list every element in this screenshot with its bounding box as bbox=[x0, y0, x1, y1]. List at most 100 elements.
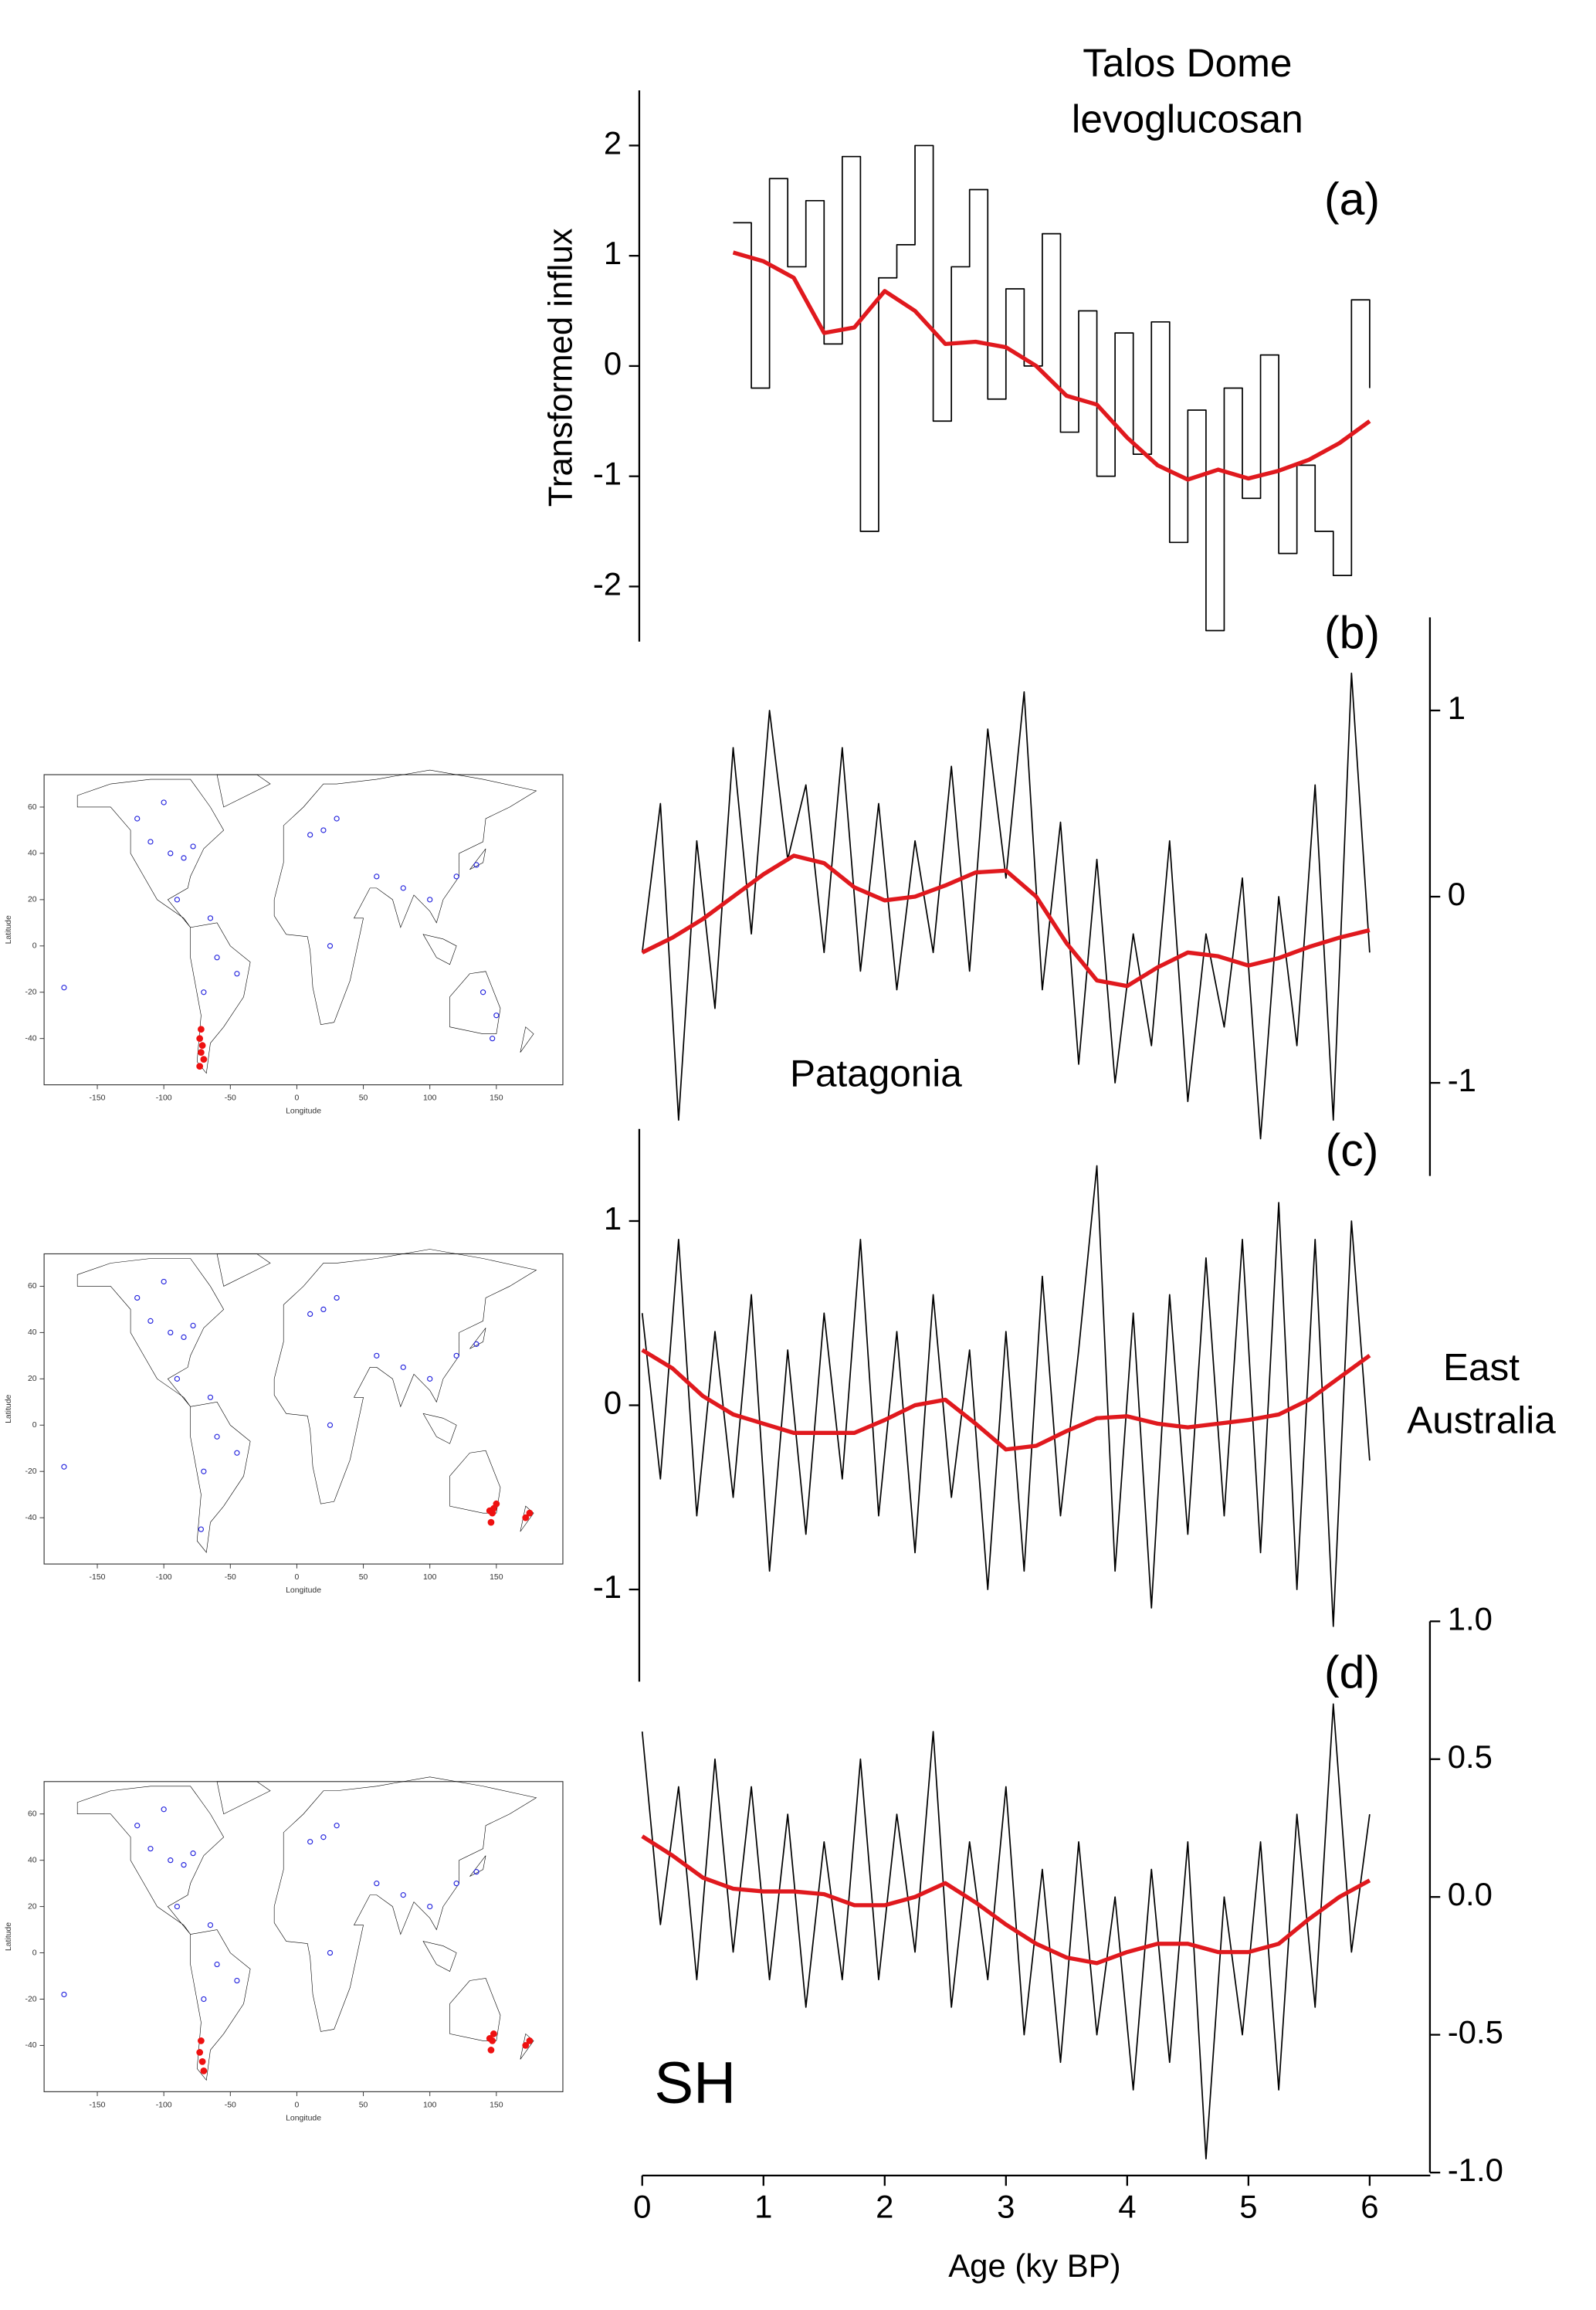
map-frame bbox=[43, 774, 564, 1086]
highlighted-site bbox=[200, 1056, 208, 1063]
site bbox=[190, 1322, 196, 1329]
annotation: Patagonia bbox=[790, 1052, 962, 1094]
map-y-tick-label: -40 bbox=[25, 1034, 36, 1043]
highlighted-site bbox=[522, 2042, 530, 2049]
y-tick-label: 0 bbox=[604, 345, 622, 382]
map-x-tick-label: 150 bbox=[490, 1573, 503, 1582]
highlighted-site bbox=[490, 2030, 497, 2037]
panel-label: (d) bbox=[1324, 1647, 1380, 1698]
y-tick-label: 0.5 bbox=[1448, 1738, 1493, 1775]
site bbox=[327, 943, 334, 949]
y-tick-label: 1.0 bbox=[1448, 1600, 1493, 1637]
map-x-tick-label: -150 bbox=[90, 2101, 106, 2109]
y-tick-label: 0 bbox=[604, 1385, 622, 1421]
map-x-tick-label: 100 bbox=[423, 1573, 437, 1582]
highlighted-site bbox=[493, 1500, 500, 1508]
site bbox=[147, 1318, 154, 1325]
site bbox=[214, 955, 220, 961]
annotation: East bbox=[1443, 1346, 1520, 1389]
map-y-tick-label: 20 bbox=[28, 896, 37, 904]
highlighted-site bbox=[487, 1518, 495, 1526]
site bbox=[320, 1306, 327, 1313]
map-x-tick-label: 100 bbox=[423, 2101, 437, 2109]
y-tick-label: 1 bbox=[604, 235, 622, 271]
site bbox=[207, 1922, 214, 1928]
map-y-tick-label: -40 bbox=[25, 2041, 36, 2050]
y-tick-label: 0.0 bbox=[1448, 1876, 1493, 1912]
map-y-label: Latitude bbox=[5, 915, 13, 944]
site bbox=[201, 1996, 207, 2003]
raw-series-line bbox=[733, 144, 1371, 632]
site bbox=[190, 1850, 196, 1857]
site bbox=[453, 1352, 459, 1359]
site bbox=[479, 989, 486, 996]
chart-title: Talos Dome bbox=[1083, 40, 1292, 85]
map-y-tick-label: -20 bbox=[25, 989, 36, 997]
site bbox=[334, 1294, 340, 1301]
smoothed-series-line bbox=[641, 853, 1371, 989]
map-y-tick-label: 0 bbox=[32, 1949, 37, 1957]
y-tick-label: -0.5 bbox=[1448, 2014, 1503, 2051]
highlighted-site bbox=[198, 1026, 205, 1033]
map-x-tick-label: -100 bbox=[156, 1573, 172, 1582]
map-y-tick-label: 60 bbox=[28, 1810, 37, 1818]
site bbox=[234, 971, 240, 977]
highlighted-site bbox=[526, 1509, 534, 1517]
site bbox=[327, 1949, 334, 1956]
highlighted-site bbox=[526, 2037, 534, 2044]
site bbox=[168, 1857, 174, 1864]
site bbox=[427, 897, 433, 903]
map-x-label: Longitude bbox=[286, 2114, 321, 2122]
smoothed-series-line bbox=[732, 250, 1371, 482]
annotation: SH bbox=[654, 2051, 736, 2116]
site bbox=[198, 1526, 205, 1532]
y-tick-label: -1.0 bbox=[1448, 2152, 1503, 2188]
highlighted-site bbox=[198, 1042, 206, 1050]
map-y-tick-label: -20 bbox=[25, 1467, 36, 1476]
site bbox=[400, 1364, 406, 1370]
map-x-tick-label: 150 bbox=[490, 2101, 503, 2109]
smoothed-series-line bbox=[641, 1348, 1371, 1452]
highlighted-site bbox=[196, 1035, 204, 1043]
map-frame bbox=[43, 1253, 564, 1565]
site bbox=[490, 1036, 496, 1042]
highlighted-site bbox=[200, 2067, 208, 2074]
panel-label: (c) bbox=[1326, 1125, 1379, 1176]
y-tick-label: 1 bbox=[604, 1200, 622, 1236]
site bbox=[207, 1394, 214, 1400]
site bbox=[214, 1433, 220, 1440]
site bbox=[168, 1329, 174, 1336]
map-y-tick-label: 40 bbox=[28, 850, 37, 858]
x-tick-label: 2 bbox=[876, 2189, 893, 2225]
highlighted-site bbox=[487, 2047, 495, 2054]
site bbox=[473, 1869, 479, 1875]
site bbox=[201, 1468, 207, 1474]
site bbox=[61, 985, 67, 991]
map-y-label: Latitude bbox=[5, 1395, 13, 1423]
map-x-tick-label: -150 bbox=[90, 1094, 106, 1103]
site bbox=[493, 1013, 500, 1019]
site bbox=[181, 1334, 187, 1341]
highlighted-site bbox=[522, 1514, 530, 1521]
site bbox=[374, 873, 380, 880]
site bbox=[201, 989, 207, 996]
site bbox=[334, 816, 340, 822]
site bbox=[427, 1375, 433, 1382]
x-tick-label: 1 bbox=[754, 2189, 772, 2225]
highlighted-site bbox=[489, 2037, 496, 2044]
map-x-tick-label: -50 bbox=[225, 1573, 236, 1582]
y-tick-label: 0 bbox=[1448, 876, 1466, 912]
map-x-label: Longitude bbox=[286, 1108, 321, 1116]
site bbox=[190, 843, 196, 850]
site bbox=[334, 1823, 340, 1829]
site bbox=[181, 855, 187, 861]
site bbox=[181, 1862, 187, 1868]
site bbox=[453, 873, 459, 880]
smoothed-series-line bbox=[641, 1834, 1371, 1966]
y-tick-label: 2 bbox=[604, 124, 622, 161]
site bbox=[234, 1977, 240, 1984]
site bbox=[400, 885, 406, 891]
map-y-tick-label: 20 bbox=[28, 1902, 37, 1911]
map-x-tick-label: -150 bbox=[90, 1573, 106, 1582]
